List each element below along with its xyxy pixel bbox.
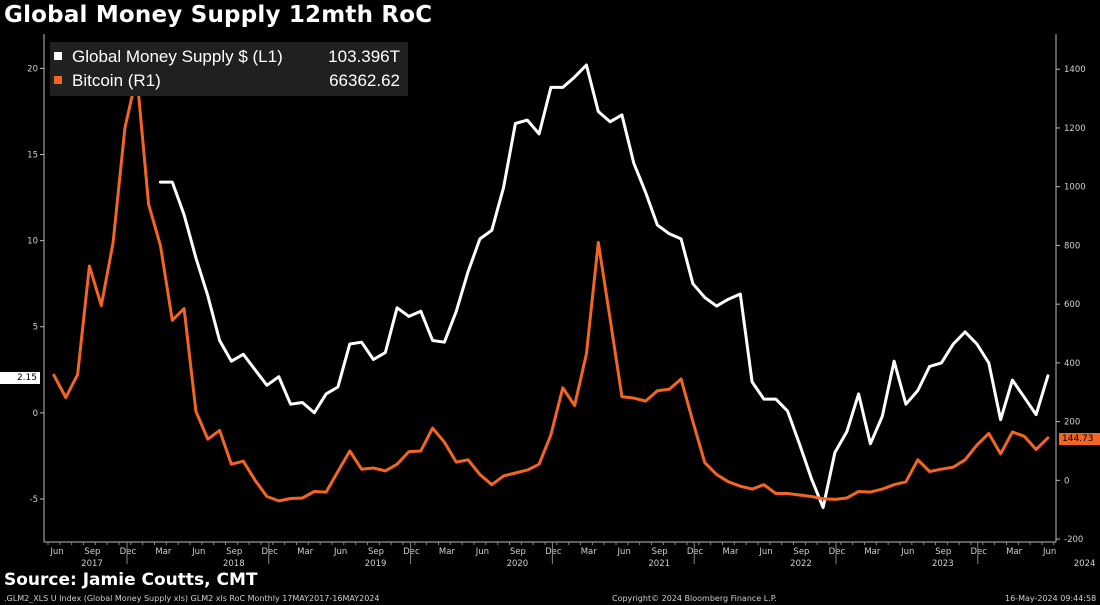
x-axis-month-label: Sep [226,547,242,557]
x-axis-month-label: Jun [1042,547,1056,557]
legend-series-value: 103.396T [328,47,400,66]
right-axis-tick-label: 400 [1064,359,1080,369]
legend-item-bitcoin[interactable]: Bitcoin (R1) 66362.62 [50,69,408,93]
series-line [158,63,1050,510]
x-axis-month-label: Sep [84,547,100,557]
x-axis-year-label: 2018 [223,559,245,569]
chart-legend: Global Money Supply $ (L1) 103.396T Bitc… [50,42,408,96]
x-axis-month-label: Dec [545,547,562,557]
right-axis-tick-label: 800 [1064,241,1080,251]
x-axis-month-label: Dec [970,547,987,557]
x-axis-year-label: 2019 [365,559,387,569]
right-axis-tick-label: 600 [1064,300,1080,310]
legend-swatch [54,76,62,84]
left-axis-tick-label: 20 [27,64,38,74]
x-axis-month-label: Mar [723,547,740,557]
x-axis-month-label: Jun [617,547,631,557]
x-axis-month-label: Mar [581,547,598,557]
left-axis-tick-label: 10 [27,237,38,247]
x-axis-month-label: Mar [439,547,456,557]
x-axis-year-label: 2020 [507,559,529,569]
footer-timestamp: 16-May-2024 09:44:58 [1005,594,1097,603]
chart-title: Global Money Supply 12mth RoC [4,2,433,28]
footer-copyright: Copyright© 2024 Bloomberg Finance L.P. [612,594,777,603]
legend-swatch [54,52,62,60]
x-axis-year-label: 2022 [790,559,812,569]
x-axis-month-label: Sep [652,547,668,557]
legend-series-value: 66362.62 [329,71,400,90]
legend-series-name: Bitcoin (R1) [72,71,161,90]
x-axis-month-label: Sep [368,547,384,557]
left-axis-tick-label: 0 [33,409,38,419]
legend-item-global-money-supply[interactable]: Global Money Supply $ (L1) 103.396T [50,45,408,69]
right-axis-tick-label: 200 [1064,418,1080,428]
series-line [52,73,1050,503]
right-axis-tick-label: 1400 [1064,65,1086,75]
right-axis-tick-label: 0 [1064,476,1069,486]
left-axis-tick-label: -5 [30,495,38,505]
x-axis-month-label: Dec [261,547,278,557]
source-note: Source: Jamie Coutts, CMT [4,570,258,590]
chart-axes: -5 0 5 10 15 20 -200 0 200 400 600 800 1000 1200 1400 J… [27,34,1096,569]
x-axis-month-label: Mar [864,547,881,557]
x-axis-month-label: Jun [333,547,347,557]
x-axis-month-label: Mar [297,547,314,557]
left-axis-tick-label: 5 [33,323,38,333]
x-axis-month-label: Dec [120,547,137,557]
chart-series [52,63,1050,510]
x-axis-month-label: Dec [403,547,420,557]
right-axis-tick-label: -200 [1064,535,1083,545]
right-axis-tick-label: 1200 [1064,124,1086,134]
last-value-tag-left: 2.15 [0,372,40,384]
x-axis-year-label: 2021 [648,559,670,569]
x-axis-month-label: Jun [475,547,489,557]
x-axis-month-label: Sep [510,547,526,557]
x-axis-year-label: 2023 [932,559,954,569]
x-axis-month-label: Jun [900,547,914,557]
x-axis-month-label: Jun [758,547,772,557]
x-axis-month-label: Dec [687,547,704,557]
footer-index-description: .GLM2_XLS U Index (Global Money Supply x… [4,594,380,603]
x-axis-month-label: Mar [155,547,172,557]
x-axis-month-label: Jun [191,547,205,557]
x-axis-month-label: Mar [1006,547,1023,557]
x-axis-month-label: Sep [935,547,951,557]
x-axis-month-label: Jun [49,547,63,557]
x-axis-month-label: Sep [793,547,809,557]
x-axis-year-label: 2017 [81,559,103,569]
x-axis-year-label: 2024 [1074,559,1096,569]
last-value-tag-right: 144.73 [1059,433,1100,445]
right-axis-tick-label: 1000 [1064,183,1086,193]
legend-series-name: Global Money Supply $ (L1) [72,47,283,66]
left-axis-tick-label: 15 [27,151,38,161]
x-axis-month-label: Dec [829,547,846,557]
